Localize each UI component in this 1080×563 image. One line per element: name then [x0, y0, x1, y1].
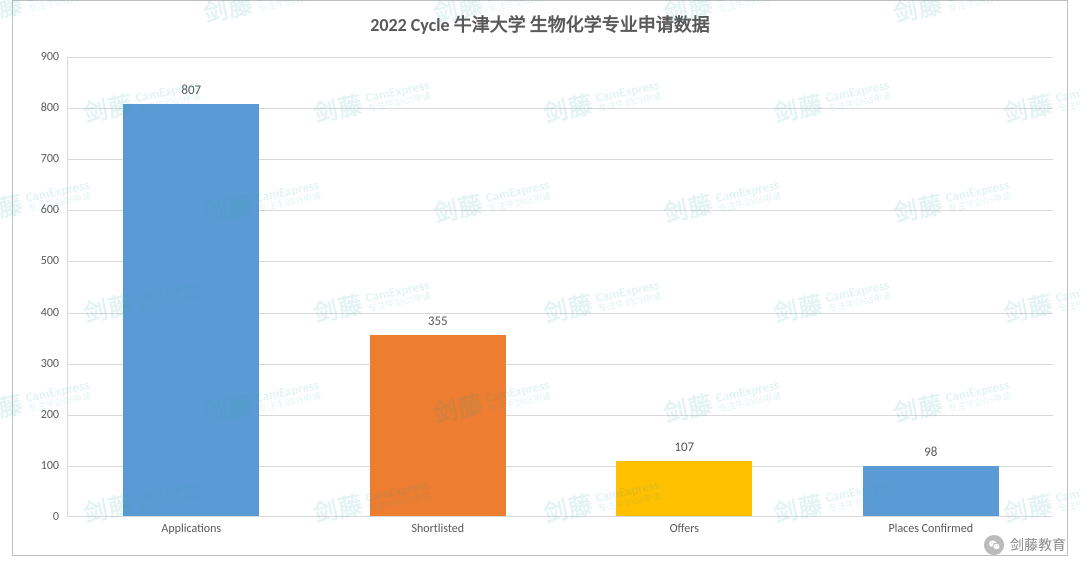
chart-title: 2022 Cycle 牛津大学 生物化学专业申请数据 [13, 1, 1067, 43]
gridline [68, 57, 1053, 58]
chart-container: 2022 Cycle 牛津大学 生物化学专业申请数据 807Applicatio… [12, 0, 1068, 556]
x-tick-label: Shortlisted [338, 516, 538, 536]
y-tick-label: 300 [13, 357, 59, 371]
y-tick-label: 0 [13, 510, 59, 524]
bar-value-label: 355 [378, 314, 498, 329]
x-tick-label: Places Confirmed [831, 516, 1031, 536]
wechat-footer: 剑藤教育 [984, 535, 1066, 555]
bar-value-label: 107 [624, 440, 744, 455]
y-tick-label: 400 [13, 306, 59, 320]
x-tick-label: Offers [584, 516, 784, 536]
plot-area: 807Applications355Shortlisted107Offers98… [67, 57, 1053, 517]
bar-value-label: 807 [131, 83, 251, 98]
y-tick-label: 700 [13, 152, 59, 166]
bar [616, 461, 752, 516]
y-tick-label: 600 [13, 203, 59, 217]
y-tick-label: 100 [13, 459, 59, 473]
wechat-icon [984, 535, 1004, 555]
wechat-label: 剑藤教育 [1010, 535, 1066, 555]
y-tick-label: 500 [13, 254, 59, 268]
y-tick-label: 900 [13, 50, 59, 64]
x-tick-label: Applications [91, 516, 291, 536]
y-tick-label: 800 [13, 101, 59, 115]
bar [863, 466, 999, 516]
y-tick-label: 200 [13, 408, 59, 422]
bar-value-label: 98 [871, 445, 991, 460]
bar [123, 104, 259, 516]
bar [370, 335, 506, 516]
